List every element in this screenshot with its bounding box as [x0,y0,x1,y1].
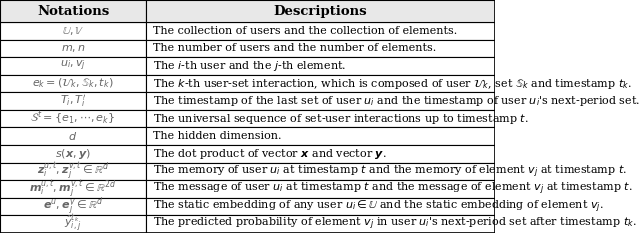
Text: The timestamp of the last set of user $u_i$ and the timestamp of user $u_i$'s ne: The timestamp of the last set of user $u… [154,94,640,108]
Text: The $k$-th user-set interaction, which is composed of user $\mathcal{U}_k$, set : The $k$-th user-set interaction, which i… [154,77,632,91]
Bar [0,110,146,128]
Text: $m, n$: $m, n$ [61,43,85,54]
Bar [146,215,495,233]
Bar [0,163,146,180]
Text: $\boldsymbol{e}^u, \boldsymbol{e}_j^v \in \mathbb{R}^d$: $\boldsymbol{e}^u, \boldsymbol{e}_j^v \i… [43,195,103,218]
Bar [0,40,146,57]
Text: $\boldsymbol{m}_i^{u,t}, \boldsymbol{m}_j^{v,t} \in \mathbb{R}^{2d}$: $\boldsymbol{m}_i^{u,t}, \boldsymbol{m}_… [29,178,116,200]
Text: $\hat{y}_{i,j}^{t_k}$: $\hat{y}_{i,j}^{t_k}$ [65,213,82,235]
Bar [146,92,495,110]
Text: $\boldsymbol{z}_i^{u,t}, \boldsymbol{z}_j^{v,t} \in \mathbb{R}^d$: $\boldsymbol{z}_i^{u,t}, \boldsymbol{z}_… [36,160,109,182]
Text: $u_i, v_j$: $u_i, v_j$ [60,59,86,73]
Text: $d$: $d$ [68,130,77,142]
Text: The collection of users and the collection of elements.: The collection of users and the collecti… [154,26,458,36]
Bar [0,92,146,110]
Text: The $i$-th user and the $j$-th element.: The $i$-th user and the $j$-th element. [154,59,347,73]
Bar [146,163,495,180]
Bar [146,110,495,128]
Bar [146,57,495,75]
Text: $T_i, T_i^{\prime}$: $T_i, T_i^{\prime}$ [60,93,86,109]
Bar [0,145,146,163]
Text: $\mathcal{S}^t = \{e_1, \cdots, e_k\}$: $\mathcal{S}^t = \{e_1, \cdots, e_k\}$ [30,110,116,127]
Bar [0,128,146,145]
Text: The dot product of vector $\boldsymbol{x}$ and vector $\boldsymbol{y}$.: The dot product of vector $\boldsymbol{x… [154,147,387,161]
Bar [146,40,495,57]
Text: The hidden dimension.: The hidden dimension. [154,131,282,141]
Bar [146,75,495,92]
Bar [0,22,146,40]
Text: $e_k = (\mathcal{U}_k, \mathbb{S}_k, t_k)$: $e_k = (\mathcal{U}_k, \mathbb{S}_k, t_k… [32,77,114,90]
Bar [0,180,146,198]
Text: Notations: Notations [37,5,109,18]
Text: The number of users and the number of elements.: The number of users and the number of el… [154,43,436,53]
Bar [146,22,495,40]
Bar [146,0,495,22]
Text: The memory of user $u_i$ at timestamp $t$ and the memory of element $v_j$ at tim: The memory of user $u_i$ at timestamp $t… [154,163,627,179]
Text: The static embedding of any user $u_i \in \mathbb{U}$ and the static embedding o: The static embedding of any user $u_i \i… [154,198,604,215]
Text: The message of user $u_i$ at timestamp $t$ and the message of element $v_j$ at t: The message of user $u_i$ at timestamp $… [154,181,634,197]
Bar [0,0,146,22]
Bar [0,75,146,92]
Text: $\mathbb{U}, \mathbb{V}$: $\mathbb{U}, \mathbb{V}$ [62,25,84,37]
Bar [0,57,146,75]
Bar [0,215,146,233]
Bar [146,180,495,198]
Bar [146,128,495,145]
Bar [146,145,495,163]
Text: The universal sequence of set-user interactions up to timestamp $t$.: The universal sequence of set-user inter… [154,112,529,126]
Text: Descriptions: Descriptions [274,5,367,18]
Bar [0,198,146,215]
Bar [146,198,495,215]
Text: The predicted probability of element $v_j$ in user $u_i$'s next-period set after: The predicted probability of element $v_… [154,216,637,232]
Text: $s(\boldsymbol{x}, \boldsymbol{y})$: $s(\boldsymbol{x}, \boldsymbol{y})$ [55,147,91,161]
